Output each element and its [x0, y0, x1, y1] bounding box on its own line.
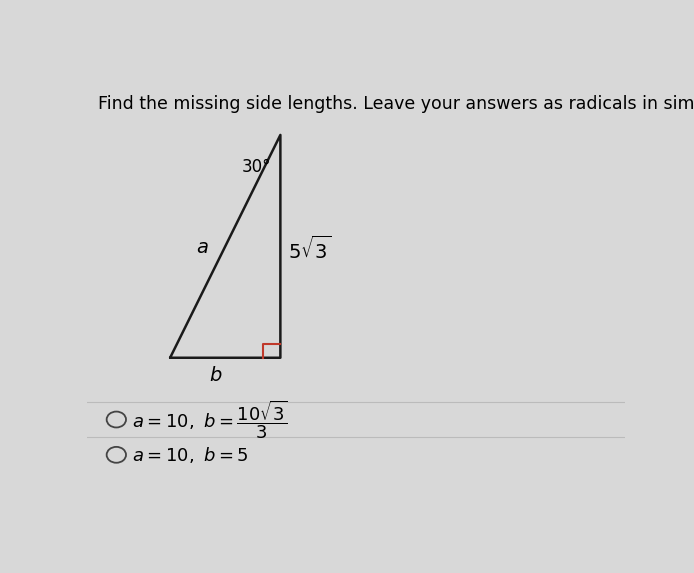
Text: $a$: $a$: [196, 238, 209, 257]
Text: 30°: 30°: [242, 158, 271, 176]
Text: $a = 10,\ b = \dfrac{10\sqrt{3}}{3}$: $a = 10,\ b = \dfrac{10\sqrt{3}}{3}$: [133, 398, 289, 441]
Text: Find the missing side lengths. Leave your answers as radicals in simplest form.: Find the missing side lengths. Leave you…: [97, 95, 694, 113]
Text: $a = 10,\ b = 5$: $a = 10,\ b = 5$: [133, 445, 249, 465]
Text: $b$: $b$: [209, 366, 223, 385]
Text: $5\sqrt{3}$: $5\sqrt{3}$: [289, 236, 332, 263]
